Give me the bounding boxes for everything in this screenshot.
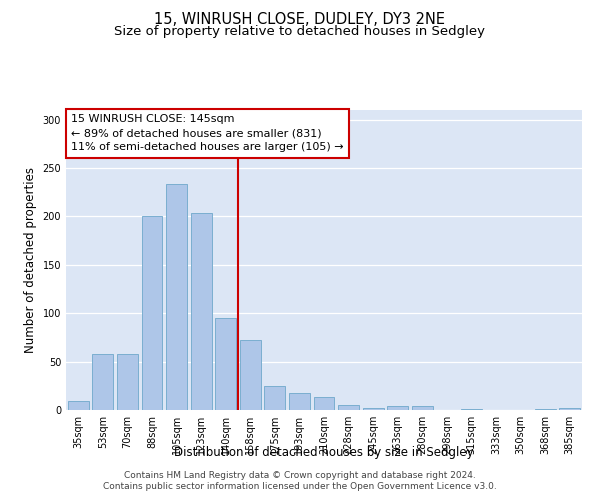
Text: 15, WINRUSH CLOSE, DUDLEY, DY3 2NE: 15, WINRUSH CLOSE, DUDLEY, DY3 2NE — [155, 12, 445, 28]
Bar — [240, 340, 261, 410]
Bar — [362, 408, 383, 410]
Bar — [191, 212, 212, 410]
Text: Contains HM Land Registry data © Crown copyright and database right 2024.: Contains HM Land Registry data © Crown c… — [124, 471, 476, 480]
Bar — [215, 318, 236, 410]
Bar — [387, 406, 408, 410]
Bar — [535, 409, 556, 410]
Bar — [166, 184, 187, 410]
Text: Contains public sector information licensed under the Open Government Licence v3: Contains public sector information licen… — [103, 482, 497, 491]
Bar — [314, 398, 334, 410]
Text: Size of property relative to detached houses in Sedgley: Size of property relative to detached ho… — [115, 25, 485, 38]
Text: 15 WINRUSH CLOSE: 145sqm
← 89% of detached houses are smaller (831)
11% of semi-: 15 WINRUSH CLOSE: 145sqm ← 89% of detach… — [71, 114, 344, 152]
Bar — [412, 406, 433, 410]
Bar — [92, 354, 113, 410]
Bar — [338, 405, 359, 410]
Bar — [68, 402, 89, 410]
Bar — [461, 409, 482, 410]
Y-axis label: Number of detached properties: Number of detached properties — [24, 167, 37, 353]
Bar — [142, 216, 163, 410]
Bar — [289, 392, 310, 410]
Bar — [265, 386, 286, 410]
Text: Distribution of detached houses by size in Sedgley: Distribution of detached houses by size … — [174, 446, 474, 459]
Bar — [559, 408, 580, 410]
Bar — [117, 354, 138, 410]
